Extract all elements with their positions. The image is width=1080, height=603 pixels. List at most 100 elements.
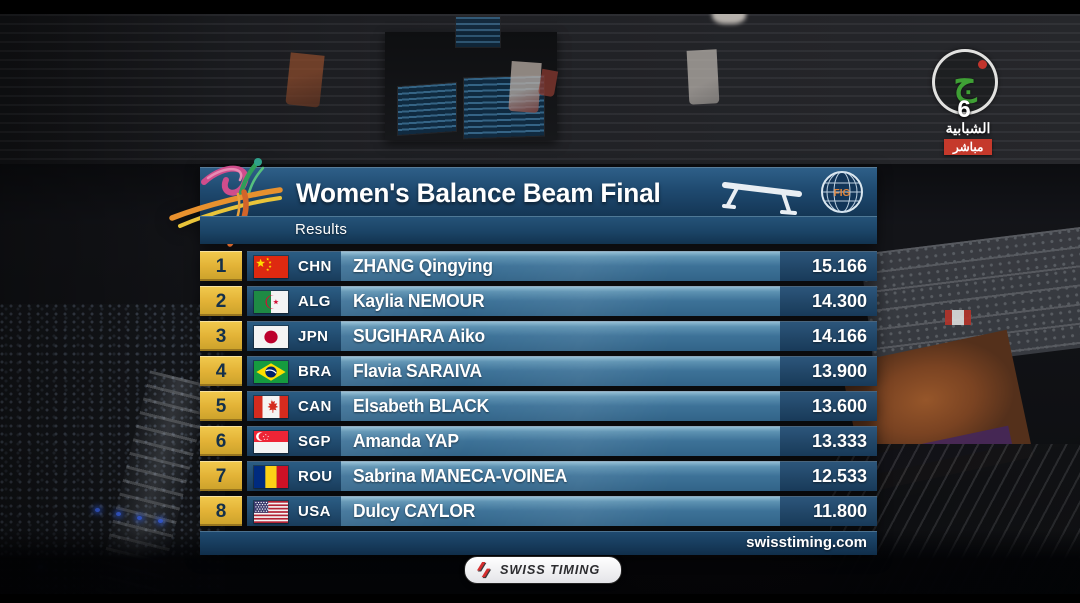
flag-jpn-icon xyxy=(254,325,288,348)
camera-light xyxy=(95,508,100,512)
score-value: 15.166 xyxy=(811,256,867,276)
rank-number: 4 xyxy=(215,361,227,382)
flag-sgp-icon xyxy=(254,430,288,453)
athlete-name: Amanda YAP xyxy=(353,431,459,451)
scoreboard-screen xyxy=(397,81,457,137)
score-cell: 11.800 xyxy=(780,496,877,526)
score-cell: 14.300 xyxy=(780,286,877,316)
country-code: CHN xyxy=(298,258,332,275)
flag-bra-icon xyxy=(254,360,288,383)
results-rows: 1 CHN ZHANG Qingying 15.166 2 ALG Kaylia… xyxy=(200,251,877,526)
result-row: 3 JPN SUGIHARA Aiko 14.166 xyxy=(200,321,877,351)
results-label: Results xyxy=(295,221,348,238)
camera-light xyxy=(116,512,121,516)
rank-number: 5 xyxy=(215,396,227,417)
canada-banner xyxy=(945,310,971,325)
timing-footer-bar: swisstiming.com xyxy=(200,531,877,555)
rank-number: 2 xyxy=(215,291,227,312)
country-cell: ROU xyxy=(247,461,341,491)
flag-can-icon xyxy=(254,395,288,418)
rank-badge: 8 xyxy=(200,496,242,526)
athlete-cell: SUGIHARA Aiko xyxy=(341,321,780,351)
channel-6-logo: ج 6 الشبابية مباشر xyxy=(922,40,1014,158)
country-cell: SGP xyxy=(247,426,341,456)
country-cell: BRA xyxy=(247,356,341,386)
score-cell: 14.166 xyxy=(780,321,877,351)
country-cell: JPN xyxy=(247,321,341,351)
result-row: 8 USA Dulcy CAYLOR 11.800 xyxy=(200,496,877,526)
rank-number: 1 xyxy=(215,256,227,277)
letterbox-top xyxy=(0,0,1080,14)
athlete-name: Sabrina MANECA-VOINEA xyxy=(353,466,568,486)
country-code: USA xyxy=(298,503,331,520)
flag-chn-icon xyxy=(254,255,288,278)
flag-rou-icon xyxy=(254,465,288,488)
swiss-timing-logo: SWISS TIMING xyxy=(464,556,622,584)
swiss-timing-mark-icon xyxy=(476,561,492,578)
score-cell: 13.900 xyxy=(780,356,877,386)
country-cell: ALG xyxy=(247,286,341,316)
hanging-flag xyxy=(285,52,325,108)
result-row: 6 SGP Amanda YAP 13.333 xyxy=(200,426,877,456)
score-cell: 12.533 xyxy=(780,461,877,491)
athlete-cell: Flavia SARAIVA xyxy=(341,356,780,386)
athlete-name: Flavia SARAIVA xyxy=(353,361,482,381)
athlete-cell: Dulcy CAYLOR xyxy=(341,496,780,526)
rank-badge: 7 xyxy=(200,461,242,491)
athlete-cell: Kaylia NEMOUR xyxy=(341,286,780,316)
live-badge: مباشر xyxy=(944,139,993,155)
score-cell: 15.166 xyxy=(780,251,877,281)
rank-number: 3 xyxy=(215,326,227,347)
svg-text:FIG: FIG xyxy=(834,188,851,199)
rank-number: 8 xyxy=(215,501,227,522)
flag-alg-icon xyxy=(254,290,288,313)
hanging-flag xyxy=(508,61,542,113)
timing-url: swisstiming.com xyxy=(746,534,867,551)
score-value: 14.166 xyxy=(811,326,867,346)
country-code: BRA xyxy=(298,363,332,380)
rank-badge: 2 xyxy=(200,286,242,316)
country-code: CAN xyxy=(298,398,332,415)
result-row: 2 ALG Kaylia NEMOUR 14.300 xyxy=(200,286,877,316)
event-title: Women's Balance Beam Final xyxy=(296,178,661,208)
rank-badge: 6 xyxy=(200,426,242,456)
flag-usa-icon xyxy=(254,500,288,523)
camera-light xyxy=(158,519,163,523)
athlete-cell: Amanda YAP xyxy=(341,426,780,456)
results-subheader: Results xyxy=(200,216,877,244)
country-code: ROU xyxy=(298,468,333,485)
result-row: 4 BRA Flavia SARAIVA 13.900 xyxy=(200,356,877,386)
balance-beam-icon xyxy=(722,182,802,215)
rank-badge: 4 xyxy=(200,356,242,386)
channel-logo-accent xyxy=(978,60,987,69)
score-value: 13.900 xyxy=(811,361,867,381)
swiss-timing-label: SWISS TIMING xyxy=(500,563,601,577)
rank-badge: 5 xyxy=(200,391,242,421)
letterbox-bottom xyxy=(0,594,1080,603)
score-value: 13.333 xyxy=(811,431,867,451)
athlete-cell: Sabrina MANECA-VOINEA xyxy=(341,461,780,491)
result-row: 7 ROU Sabrina MANECA-VOINEA 12.533 xyxy=(200,461,877,491)
score-value: 12.533 xyxy=(811,466,867,486)
country-cell: USA xyxy=(247,496,341,526)
scoreboard-screen xyxy=(455,16,501,48)
country-cell: CAN xyxy=(247,391,341,421)
athlete-name: Elsabeth BLACK xyxy=(353,396,490,416)
score-value: 11.800 xyxy=(812,501,867,521)
results-panel: Women's Balance Beam Final FIG xyxy=(169,158,877,555)
camera-light xyxy=(137,516,142,520)
athlete-name: SUGIHARA Aiko xyxy=(353,326,485,346)
channel-name: الشبابية xyxy=(945,120,991,136)
panel-header: Women's Balance Beam Final FIG xyxy=(169,158,877,247)
score-cell: 13.600 xyxy=(780,391,877,421)
athlete-cell: Elsabeth BLACK xyxy=(341,391,780,421)
score-value: 14.300 xyxy=(811,291,867,311)
country-code: JPN xyxy=(298,328,329,345)
hanging-flag xyxy=(686,49,720,105)
score-value: 13.600 xyxy=(811,396,867,416)
fig-globe-icon: FIG xyxy=(821,171,863,213)
athlete-cell: ZHANG Qingying xyxy=(341,251,780,281)
country-code: ALG xyxy=(298,293,331,310)
score-cell: 13.333 xyxy=(780,426,877,456)
